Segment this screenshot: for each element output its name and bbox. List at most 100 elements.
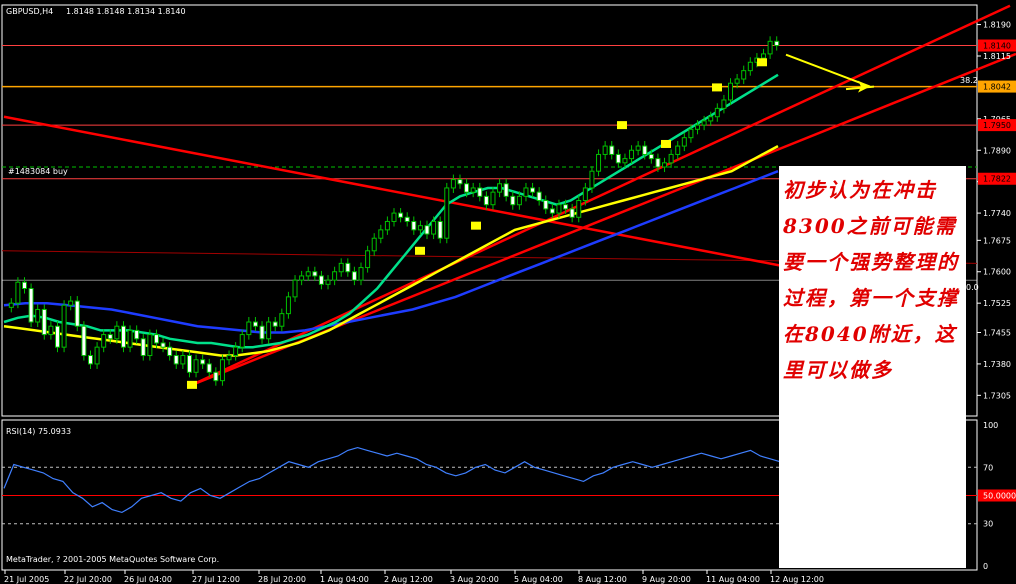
candle-body [147,334,153,357]
candle-body [411,220,417,231]
price-tick-label: 1.7525 [983,299,1011,308]
candle-body [767,40,773,55]
candle [417,220,423,235]
candle [516,191,522,210]
candle [153,329,159,348]
candle-body [28,288,34,323]
candle [252,316,258,332]
candle [371,233,377,256]
candle-body [516,195,522,206]
candle-body [734,78,740,84]
price-tag-label: 1.8140 [983,42,1011,51]
candle [48,321,54,340]
time-tick-label: 22 Jul 20:00 [64,575,112,584]
rsi-tag-box [978,489,1016,502]
price-tag-label: 1.7822 [983,175,1011,184]
marker [661,139,671,148]
candle-body [68,300,74,306]
ma-slow-line [3,170,779,334]
candle [563,199,569,214]
rsi-tick-label: 30 [983,520,993,529]
candle [569,203,575,223]
candle [695,120,701,135]
candle [173,350,179,369]
candle [351,266,357,286]
time-tick-label: 12 Aug 12:00 [770,575,824,584]
candle-body [8,302,14,308]
candle-body [721,99,727,109]
candle [404,212,410,227]
candle [279,308,285,332]
trendline-down [3,115,781,267]
candle-body [569,208,575,218]
candle-body [530,187,536,193]
candle-body [299,275,305,281]
candle-body [424,225,430,235]
candle [378,224,384,244]
candle [94,342,100,369]
marker [757,58,767,67]
candle-body [285,296,291,315]
candle [747,57,753,76]
candle [206,358,212,378]
candle-body [556,204,562,214]
candle-body [48,325,54,336]
candle [226,350,232,365]
candle-body [61,304,67,348]
candle-body [701,120,707,126]
candle [266,316,272,344]
candle [635,141,641,156]
candle-body [602,145,608,155]
candle [701,115,707,131]
candle [41,304,47,340]
candle-body [490,191,496,206]
candle-body [318,275,324,285]
candle [239,329,245,353]
candle-body [391,212,397,222]
candle [246,316,252,340]
candle [54,321,60,353]
candle [675,141,681,160]
candle-body [503,183,509,197]
candle [312,266,318,281]
time-tick-label: 8 Aug 12:00 [578,575,627,584]
candle-body [464,183,470,193]
rsi-label: RSI(14) 75.0933 [6,427,71,436]
candle [503,178,509,202]
candle [259,321,265,344]
candle [120,321,126,353]
candle-body [371,237,377,252]
time-tick-label: 9 Aug 20:00 [642,575,691,584]
candle-body [761,53,767,59]
candle [391,208,397,227]
candle-body [107,334,113,340]
time-axis: 21 Jul 2005 22 Jul 20:00 26 Jul 04:00 27 Ju… [4,570,824,584]
candle [61,300,67,353]
candle-body [272,321,278,327]
order-label: #1483084 buy [8,167,68,176]
rsi-tick-label: 0 [983,562,988,571]
candle [411,216,417,235]
candle [305,266,311,281]
candle-body [266,321,272,340]
candle [318,270,324,290]
candle-body [563,204,569,210]
price-tick-label: 1.7455 [983,328,1011,337]
candle-body [437,220,443,239]
candle [74,296,80,332]
candle [167,342,173,361]
candle [470,182,476,198]
candle-body [101,334,107,348]
candle-body [523,187,529,197]
candle-body [635,145,641,151]
candle-body [384,220,390,231]
fib-label-00: 0.0 [966,283,979,292]
candle [365,245,371,273]
candle-body [615,153,621,164]
candle-body [120,325,126,348]
candle-body [688,128,694,139]
candle [681,132,687,152]
candle-body [35,308,41,323]
candle [272,316,278,332]
rsi-tick-label: 100 [983,421,998,430]
